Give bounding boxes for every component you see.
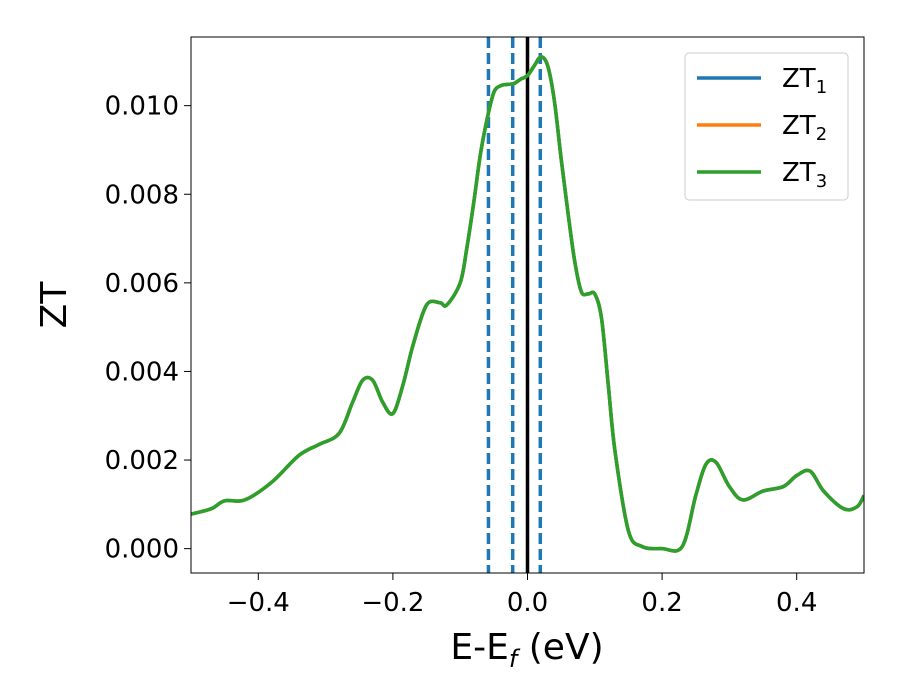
legend-label-2: ZT2 xyxy=(782,111,827,145)
legend-box xyxy=(684,52,849,201)
x-axis-title-main: E-E xyxy=(450,627,508,668)
y-tick-label: 0.006 xyxy=(105,269,179,299)
x-axis-title: E-Ef (eV) xyxy=(450,627,603,673)
x-tick-label: −0.2 xyxy=(361,588,424,618)
y-axis-title: ZT xyxy=(34,281,75,329)
y-tick-label: 0.010 xyxy=(105,92,179,122)
y-tick-label: 0.008 xyxy=(105,180,179,210)
x-tick-label: 0.0 xyxy=(507,588,548,618)
legend: ZT1 ZT2 ZT3 xyxy=(684,52,849,201)
y-tick-label: 0.004 xyxy=(105,357,179,387)
series-line-3 xyxy=(191,55,864,553)
y-tick-label: 0.002 xyxy=(105,446,179,476)
x-axis-title-tail: (eV) xyxy=(517,627,603,668)
x-tick-label: 0.2 xyxy=(641,588,682,618)
x-tick-label: −0.4 xyxy=(227,588,290,618)
y-tick-label: 0.000 xyxy=(105,535,179,565)
legend-label-3: ZT3 xyxy=(782,158,827,192)
x-tick-label: 0.4 xyxy=(776,588,817,618)
legend-label-1: ZT1 xyxy=(782,64,827,98)
